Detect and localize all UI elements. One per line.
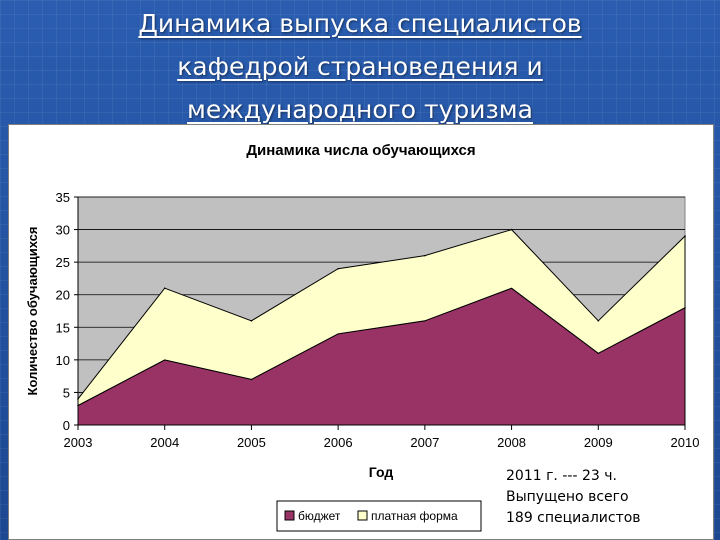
area-chart: 0 5 10 15 20 25 30 35 2003 2004 2005 2006 2007 2008 20… [25, 142, 700, 532]
x-tick-label: 2010 [671, 435, 700, 450]
x-tick-label: 2009 [584, 435, 613, 450]
data-point-series-2 [510, 228, 513, 231]
area-series-2 [77, 229, 686, 407]
legend-swatch-2 [357, 510, 368, 521]
y-tick-label: 15 [56, 320, 70, 335]
data-point-series-2 [163, 287, 166, 289]
legend-label-1: бюджет [298, 509, 341, 523]
y-tick-label: 20 [56, 288, 70, 303]
note-line-3: 189 специалистов [506, 510, 641, 526]
slide-title-line-3: международного туризма [187, 95, 533, 124]
y-axis-title: Количество обучающихся [25, 227, 40, 396]
x-tick-label: 2005 [237, 435, 266, 450]
slide-title-line-2: кафедрой страноведения и [177, 52, 543, 81]
slide-title: Динамика выпуска специалистов кафедрой с… [0, 2, 720, 131]
chart-title: Динамика числа обучающихся [246, 142, 475, 159]
data-point-series-2 [684, 235, 686, 237]
chart-panel: 0 5 10 15 20 25 30 35 2003 2004 2005 2006 2007 2008 20… [8, 124, 714, 540]
legend-label-2: платная форма [371, 509, 458, 523]
summary-note: 2011 г. --- 23 ч. Выпущено всего 189 спе… [506, 466, 696, 529]
y-tick-label: 35 [56, 190, 70, 205]
x-tick-label: 2004 [150, 435, 179, 450]
note-line-2: Выпущено всего [506, 489, 629, 505]
x-tick-label: 2008 [497, 435, 526, 450]
note-line-1: 2011 г. --- 23 ч. [506, 468, 617, 484]
y-tick-label: 10 [56, 353, 70, 368]
data-point-series-2 [424, 254, 426, 257]
x-tick-label: 2003 [64, 435, 93, 450]
x-axis-title: Год [369, 464, 394, 480]
y-tick-label: 25 [56, 255, 70, 270]
y-tick-label: 5 [63, 385, 70, 400]
slide-title-line-1: Динамика выпуска специалистов [138, 9, 582, 38]
x-tick-label: 2007 [410, 435, 439, 450]
legend-box [276, 500, 482, 532]
y-tick-label: 30 [56, 223, 70, 238]
data-point-series-2 [250, 319, 253, 322]
y-tick-label: 0 [63, 418, 70, 433]
legend-swatch-1 [284, 510, 295, 521]
data-point-series-2 [337, 267, 339, 270]
x-tick-label: 2006 [324, 435, 353, 450]
data-point-series-2 [597, 319, 600, 322]
